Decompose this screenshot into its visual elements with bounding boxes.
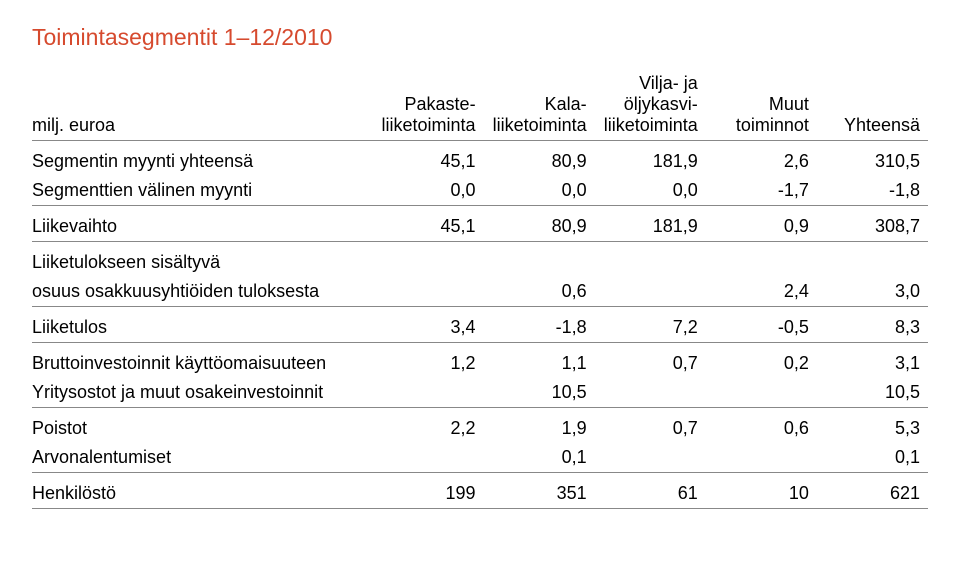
cell: 0,7 bbox=[595, 408, 706, 444]
cell bbox=[706, 242, 817, 278]
cell-label: osuus osakkuusyhtiöiden tuloksesta bbox=[32, 277, 372, 307]
header-col-2-line1: Kala- bbox=[545, 94, 587, 114]
header-col-3-line2: öljykasvi- bbox=[624, 94, 698, 114]
cell: 1,1 bbox=[484, 343, 595, 379]
cell: 0,2 bbox=[706, 343, 817, 379]
cell bbox=[595, 242, 706, 278]
table-row: Bruttoinvestoinnit käyttöomaisuuteen 1,2… bbox=[32, 343, 928, 379]
cell: 0,1 bbox=[817, 443, 928, 473]
cell-label: Bruttoinvestoinnit käyttöomaisuuteen bbox=[32, 343, 372, 379]
table-row: Segmenttien välinen myynti 0,0 0,0 0,0 -… bbox=[32, 176, 928, 206]
cell: 308,7 bbox=[817, 206, 928, 242]
header-col-5: Yhteensä bbox=[817, 69, 928, 141]
cell: 80,9 bbox=[484, 141, 595, 177]
cell-label: Liiketulokseen sisältyvä bbox=[32, 242, 372, 278]
cell: 181,9 bbox=[595, 206, 706, 242]
cell: 45,1 bbox=[372, 206, 483, 242]
cell: 2,2 bbox=[372, 408, 483, 444]
header-col-2: Kala- liiketoiminta bbox=[484, 69, 595, 141]
cell bbox=[706, 378, 817, 408]
header-col-4-line1: Muut bbox=[769, 94, 809, 114]
cell: 80,9 bbox=[484, 206, 595, 242]
cell: 45,1 bbox=[372, 141, 483, 177]
cell: 2,4 bbox=[706, 277, 817, 307]
header-col-3-line1: Vilja- ja bbox=[639, 73, 698, 93]
cell: 0,1 bbox=[484, 443, 595, 473]
cell: 181,9 bbox=[595, 141, 706, 177]
cell: 61 bbox=[595, 473, 706, 509]
segments-table: milj. euroa Pakaste- liiketoiminta Kala-… bbox=[32, 69, 928, 509]
cell: 5,3 bbox=[817, 408, 928, 444]
header-col-1-line2: liiketoiminta bbox=[382, 115, 476, 135]
header-col-4: Muut toiminnot bbox=[706, 69, 817, 141]
cell: -1,8 bbox=[484, 307, 595, 343]
cell bbox=[817, 242, 928, 278]
table-row: Liikevaihto 45,1 80,9 181,9 0,9 308,7 bbox=[32, 206, 928, 242]
cell: 7,2 bbox=[595, 307, 706, 343]
table-row: Poistot 2,2 1,9 0,7 0,6 5,3 bbox=[32, 408, 928, 444]
table-row: Liiketulokseen sisältyvä bbox=[32, 242, 928, 278]
cell: 0,0 bbox=[595, 176, 706, 206]
cell: 10,5 bbox=[484, 378, 595, 408]
cell: 10 bbox=[706, 473, 817, 509]
cell: 351 bbox=[484, 473, 595, 509]
header-row-label: milj. euroa bbox=[32, 69, 372, 141]
table-row: Henkilöstö 199 351 61 10 621 bbox=[32, 473, 928, 509]
cell-label: Liiketulos bbox=[32, 307, 372, 343]
cell: 0,9 bbox=[706, 206, 817, 242]
header-col-1: Pakaste- liiketoiminta bbox=[372, 69, 483, 141]
cell: 0,0 bbox=[484, 176, 595, 206]
cell: 3,1 bbox=[817, 343, 928, 379]
cell: 1,2 bbox=[372, 343, 483, 379]
cell: 3,4 bbox=[372, 307, 483, 343]
cell-label: Yritysostot ja muut osakeinvestoinnit bbox=[32, 378, 372, 408]
cell: 621 bbox=[817, 473, 928, 509]
cell bbox=[484, 242, 595, 278]
header-col-2-line2: liiketoiminta bbox=[493, 115, 587, 135]
table-row: Yritysostot ja muut osakeinvestoinnit 10… bbox=[32, 378, 928, 408]
header-col-3-line3: liiketoiminta bbox=[604, 115, 698, 135]
cell: 3,0 bbox=[817, 277, 928, 307]
cell bbox=[595, 378, 706, 408]
table-row: Segmentin myynti yhteensä 45,1 80,9 181,… bbox=[32, 141, 928, 177]
cell-label: Segmentin myynti yhteensä bbox=[32, 141, 372, 177]
cell: 199 bbox=[372, 473, 483, 509]
cell: 8,3 bbox=[817, 307, 928, 343]
cell bbox=[706, 443, 817, 473]
cell bbox=[595, 277, 706, 307]
cell: 1,9 bbox=[484, 408, 595, 444]
cell-label: Poistot bbox=[32, 408, 372, 444]
cell-label: Henkilöstö bbox=[32, 473, 372, 509]
page-title: Toimintasegmentit 1–12/2010 bbox=[32, 24, 928, 51]
cell: 0,6 bbox=[706, 408, 817, 444]
header-col-3: Vilja- ja öljykasvi- liiketoiminta bbox=[595, 69, 706, 141]
cell bbox=[372, 443, 483, 473]
header-col-1-line1: Pakaste- bbox=[405, 94, 476, 114]
cell: 2,6 bbox=[706, 141, 817, 177]
cell bbox=[372, 277, 483, 307]
table-row: Liiketulos 3,4 -1,8 7,2 -0,5 8,3 bbox=[32, 307, 928, 343]
cell bbox=[372, 378, 483, 408]
table-row: Arvonalentumiset 0,1 0,1 bbox=[32, 443, 928, 473]
header-col-4-line2: toiminnot bbox=[736, 115, 809, 135]
cell bbox=[595, 443, 706, 473]
cell: 10,5 bbox=[817, 378, 928, 408]
cell-label: Arvonalentumiset bbox=[32, 443, 372, 473]
cell-label: Segmenttien välinen myynti bbox=[32, 176, 372, 206]
cell bbox=[372, 242, 483, 278]
table-header-row: milj. euroa Pakaste- liiketoiminta Kala-… bbox=[32, 69, 928, 141]
cell: -0,5 bbox=[706, 307, 817, 343]
cell: 0,6 bbox=[484, 277, 595, 307]
cell: 0,0 bbox=[372, 176, 483, 206]
cell: -1,8 bbox=[817, 176, 928, 206]
cell: -1,7 bbox=[706, 176, 817, 206]
table-row: osuus osakkuusyhtiöiden tuloksesta 0,6 2… bbox=[32, 277, 928, 307]
cell: 310,5 bbox=[817, 141, 928, 177]
cell-label: Liikevaihto bbox=[32, 206, 372, 242]
cell: 0,7 bbox=[595, 343, 706, 379]
